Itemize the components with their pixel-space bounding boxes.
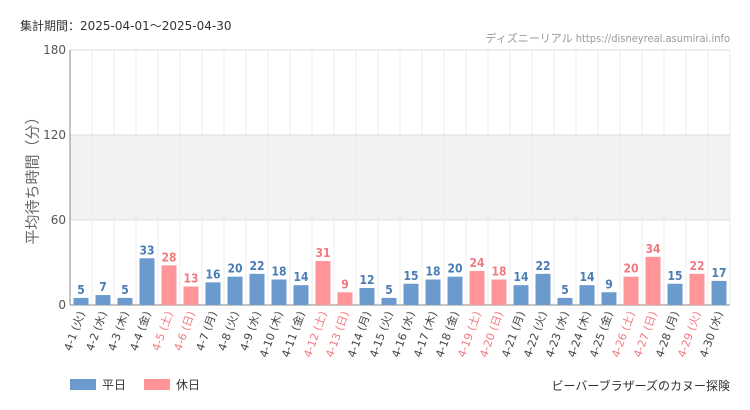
bar (469, 271, 485, 305)
bar (271, 279, 287, 305)
bar (645, 256, 661, 305)
bar (161, 265, 177, 305)
data-label: 33 (139, 243, 154, 257)
bar (183, 286, 199, 305)
bar (623, 276, 639, 305)
bar (205, 282, 221, 305)
data-label: 9 (605, 277, 613, 291)
weekday-swatch (70, 379, 96, 390)
bar (535, 273, 551, 305)
bar (249, 273, 265, 305)
legend-holiday-label: 休日 (176, 378, 201, 392)
data-label: 20 (447, 262, 462, 276)
data-label: 28 (161, 250, 176, 264)
data-label: 22 (535, 259, 550, 273)
data-label: 22 (249, 259, 264, 273)
bar (337, 292, 353, 305)
y-tick-label: 180 (43, 43, 66, 57)
legend: 平日 休日 (70, 376, 200, 393)
bar (315, 261, 331, 305)
bar (381, 297, 397, 305)
data-label: 7 (99, 280, 107, 294)
data-label: 17 (711, 266, 726, 280)
bar (513, 285, 529, 305)
data-label: 24 (469, 256, 485, 270)
data-label: 14 (513, 270, 529, 284)
data-label: 18 (425, 265, 440, 279)
bar (95, 295, 111, 305)
legend-weekday[interactable]: 平日 (70, 376, 126, 393)
data-label: 12 (359, 273, 374, 287)
period-label: 集計期間：2025-04-01〜2025-04-30 (20, 19, 232, 33)
data-label: 5 (561, 283, 569, 297)
bar (425, 279, 441, 305)
bar (139, 258, 155, 305)
bar (403, 283, 419, 305)
bar (689, 273, 705, 305)
bar (557, 297, 573, 305)
data-label: 20 (227, 262, 242, 276)
holiday-swatch (144, 379, 171, 390)
data-label: 31 (315, 246, 330, 260)
bar (227, 276, 243, 305)
data-label: 18 (271, 265, 286, 279)
attraction-title: ビーバーブラザーズのカヌー探険 (551, 379, 730, 393)
data-label: 14 (579, 270, 595, 284)
bar (667, 283, 683, 305)
data-label: 18 (491, 265, 506, 279)
y-tick-label: 120 (43, 128, 66, 142)
data-label: 14 (293, 270, 309, 284)
bar (579, 285, 595, 305)
data-label: 5 (121, 283, 129, 297)
bar (711, 280, 727, 305)
bar (601, 292, 617, 305)
bar (491, 279, 507, 305)
data-label: 9 (341, 277, 349, 291)
bar (73, 297, 89, 305)
legend-weekday-label: 平日 (102, 378, 127, 392)
bar (447, 276, 463, 305)
bar (293, 285, 309, 305)
legend-holiday[interactable]: 休日 (144, 376, 200, 393)
data-label: 5 (77, 283, 85, 297)
data-label: 22 (689, 259, 704, 273)
data-label: 34 (645, 242, 661, 256)
bar (359, 288, 375, 305)
y-tick-label: 60 (51, 213, 66, 227)
data-label: 5 (385, 283, 393, 297)
data-label: 20 (623, 262, 638, 276)
data-label: 16 (205, 267, 220, 281)
data-label: 15 (667, 269, 682, 283)
site-credit: ディズニーリアル https://disneyreal.asumirai.inf… (485, 32, 730, 45)
bar (117, 297, 133, 305)
data-label: 13 (183, 272, 198, 286)
y-tick-label: 0 (58, 298, 66, 312)
data-label: 15 (403, 269, 418, 283)
